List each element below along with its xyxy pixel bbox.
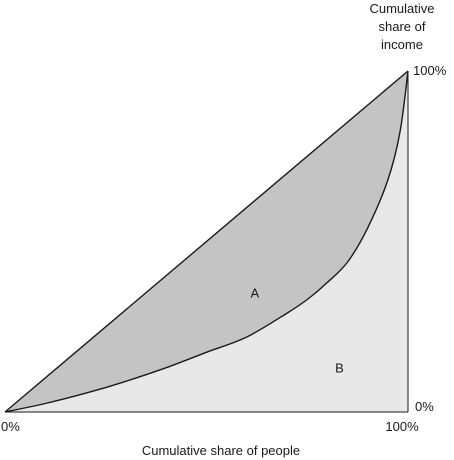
y-axis-label: Cumulative share of income (352, 0, 452, 54)
y-tick-label-100: 100% (413, 63, 447, 78)
y-tick-label-0: 0% (415, 399, 434, 414)
region-a-label: A (251, 286, 260, 301)
region-b-area (5, 71, 408, 412)
region-b-label: B (335, 361, 344, 376)
x-axis-label: Cumulative share of people (142, 443, 300, 458)
y-axis-label-line-3: income (381, 37, 423, 52)
x-tick-label-100: 100% (385, 419, 419, 434)
y-axis-label-line-2: share of (378, 19, 426, 34)
x-tick-label-0: 0% (1, 419, 20, 434)
line-of-equality (4, 70, 409, 413)
y-axis-label-line-1: Cumulative (369, 1, 435, 16)
lorenz-curve (4, 70, 409, 413)
